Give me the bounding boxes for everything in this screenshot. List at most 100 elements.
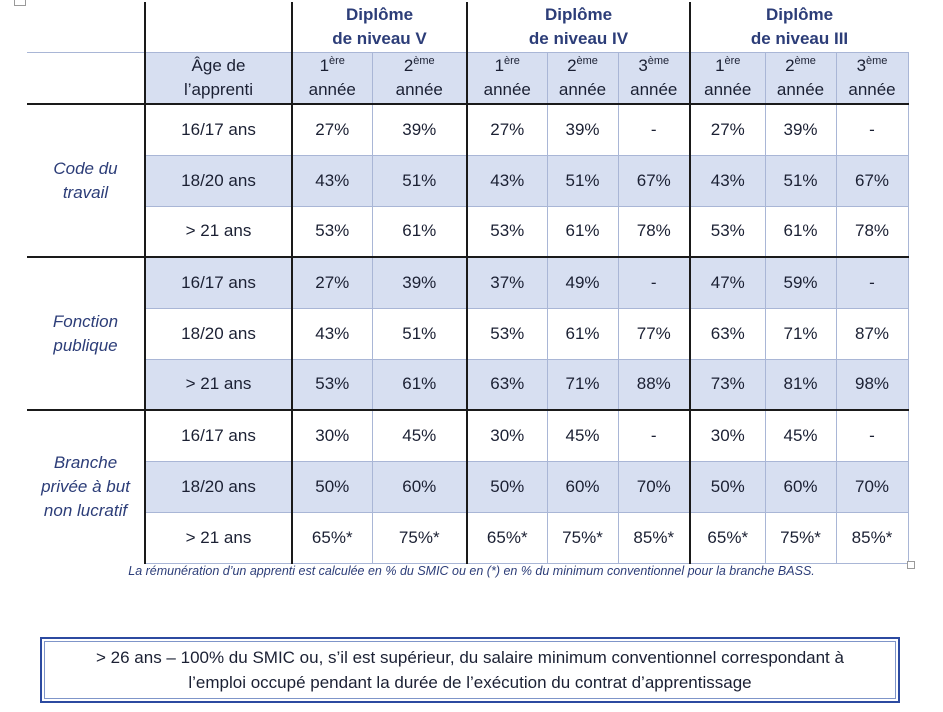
value-cell: 51% bbox=[764, 154, 837, 207]
value-cell: 67% bbox=[835, 154, 909, 207]
age-header: Âge de l’apprenti bbox=[144, 51, 293, 105]
value-cell: 51% bbox=[371, 154, 468, 207]
category-label-3: Branche privée à but non lucratif bbox=[27, 409, 145, 563]
value-cell: 49% bbox=[546, 256, 619, 309]
year-header-3: 1ère année bbox=[466, 51, 548, 105]
value-cell: 45% bbox=[546, 409, 619, 462]
age-cell: > 21 ans bbox=[144, 205, 293, 258]
value-cell: 30% bbox=[466, 409, 548, 462]
value-cell: 98% bbox=[835, 358, 909, 411]
value-cell: - bbox=[835, 409, 909, 462]
age-cell: 18/20 ans bbox=[144, 307, 293, 360]
table-row: Branche privée à but non lucratif 16/17 ans… bbox=[27, 409, 909, 563]
age-note-box: > 26 ans – 100% du SMIC ou, s’il est sup… bbox=[40, 637, 900, 703]
value-cell: 39% bbox=[764, 103, 837, 156]
table-move-handle[interactable] bbox=[14, 0, 26, 6]
year-header-5: 3ème année bbox=[617, 51, 691, 105]
value-cell: 30% bbox=[689, 409, 766, 462]
value-cell: 61% bbox=[371, 358, 468, 411]
value-cell: 70% bbox=[835, 460, 909, 513]
value-cell: 65%* bbox=[466, 511, 548, 564]
empty-corner bbox=[27, 2, 145, 52]
value-cell: 50% bbox=[689, 460, 766, 513]
table-caption: La rémunération d’un apprenti est calcul… bbox=[128, 564, 815, 578]
value-cell: 60% bbox=[546, 460, 619, 513]
value-cell: 43% bbox=[291, 154, 373, 207]
value-cell: 60% bbox=[764, 460, 837, 513]
value-cell: 30% bbox=[291, 409, 373, 462]
table-row: Fonction publique 16/17 ans 27% 39% 37% 49% -47… bbox=[27, 256, 909, 410]
age-cell: > 21 ans bbox=[144, 358, 293, 411]
value-cell: 53% bbox=[291, 205, 373, 258]
empty-age-corner bbox=[144, 2, 293, 52]
value-cell: 71% bbox=[546, 358, 619, 411]
diplome-header-v: Diplôme de niveau V bbox=[292, 2, 468, 52]
value-cell: - bbox=[835, 256, 909, 309]
value-cell: 70% bbox=[617, 460, 691, 513]
table-row: 18/20 ans 43% 51% 53% 61% 77% 63% 71% 87% bbox=[27, 307, 909, 360]
year-header-7: 2ème année bbox=[764, 51, 837, 105]
empty-cat-header bbox=[27, 51, 145, 105]
value-cell: 50% bbox=[466, 460, 548, 513]
value-cell: 27% bbox=[689, 103, 766, 156]
value-cell: 39% bbox=[546, 103, 619, 156]
note-line-1: > 26 ans – 100% du SMIC ou, s’il est sup… bbox=[96, 648, 844, 667]
value-cell: 61% bbox=[764, 205, 837, 258]
table-resize-handle[interactable] bbox=[907, 561, 915, 569]
value-cell: 75%* bbox=[546, 511, 619, 564]
year-header-2: 2ème année bbox=[371, 51, 468, 105]
value-cell: 45% bbox=[371, 409, 468, 462]
year-header-1: 1ère année bbox=[291, 51, 373, 105]
value-cell: 78% bbox=[617, 205, 691, 258]
value-cell: 77% bbox=[617, 307, 691, 360]
value-cell: 45% bbox=[764, 409, 837, 462]
value-cell: 75%* bbox=[371, 511, 468, 564]
value-cell: 63% bbox=[466, 358, 548, 411]
value-cell: 65%* bbox=[689, 511, 766, 564]
value-cell: 47% bbox=[689, 256, 766, 309]
value-cell: 87% bbox=[835, 307, 909, 360]
value-cell: 53% bbox=[466, 205, 548, 258]
value-cell: 53% bbox=[466, 307, 548, 360]
age-cell: 16/17 ans bbox=[144, 409, 293, 462]
value-cell: 71% bbox=[764, 307, 837, 360]
table-row: > 21 ans 53% 61% 63% 71% 88% 73% 81% 98% bbox=[27, 358, 909, 411]
value-cell: 43% bbox=[689, 154, 766, 207]
value-cell: 61% bbox=[546, 307, 619, 360]
value-cell: 27% bbox=[291, 256, 373, 309]
value-cell: 85%* bbox=[617, 511, 691, 564]
value-cell: 43% bbox=[466, 154, 548, 207]
table-row: > 21 ans 65%* 75%* 65%* 75%* 85%* 65%* 75%* 85%* bbox=[27, 511, 909, 564]
value-cell: 39% bbox=[371, 103, 468, 156]
value-cell: - bbox=[835, 103, 909, 156]
remuneration-table: Diplôme de niveau V Diplôme de niveau IV D… bbox=[27, 2, 909, 564]
category-label-1: Code du travail bbox=[53, 158, 118, 202]
value-cell: 27% bbox=[466, 103, 548, 156]
year-header-6: 1ère année bbox=[689, 51, 766, 105]
age-cell: 16/17 ans bbox=[144, 103, 293, 156]
category-label-2: Fonction publique bbox=[27, 256, 145, 410]
age-cell: 18/20 ans bbox=[144, 154, 293, 207]
value-cell: 59% bbox=[764, 256, 837, 309]
table-row: 18/20 ans 43% 51% 43% 51% 67% 43% 51% 67% bbox=[27, 154, 909, 207]
table-row: 18/20 ans 50% 60% 50% 60% 70% 50% 60% 70% bbox=[27, 460, 909, 513]
value-cell: 65%* bbox=[291, 511, 373, 564]
value-cell: 78% bbox=[835, 205, 909, 258]
age-cell: 18/20 ans bbox=[144, 460, 293, 513]
value-cell: 60% bbox=[371, 460, 468, 513]
value-cell: - bbox=[617, 103, 691, 156]
value-cell: 85%* bbox=[835, 511, 909, 564]
diplome-header-iii: Diplôme de niveau III bbox=[750, 4, 849, 48]
table-row: > 21 ans 53% 61% 53% 61% 78% 53% 61% 78% bbox=[27, 205, 909, 258]
value-cell: 75%* bbox=[764, 511, 837, 564]
value-cell: 73% bbox=[689, 358, 766, 411]
value-cell: 53% bbox=[291, 358, 373, 411]
value-cell: 81% bbox=[764, 358, 837, 411]
value-cell: - bbox=[617, 409, 691, 462]
value-cell: 61% bbox=[371, 205, 468, 258]
value-cell: 61% bbox=[546, 205, 619, 258]
value-cell: 67% bbox=[617, 154, 691, 207]
value-cell: 43% bbox=[291, 307, 373, 360]
age-cell: > 21 ans bbox=[144, 511, 293, 564]
